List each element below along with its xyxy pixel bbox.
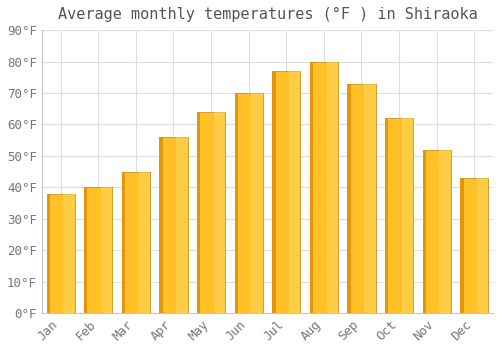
- Bar: [326, 62, 338, 313]
- Bar: [197, 112, 225, 313]
- Bar: [46, 194, 50, 313]
- Bar: [176, 137, 188, 313]
- Title: Average monthly temperatures (°F ) in Shiraoka: Average monthly temperatures (°F ) in Sh…: [58, 7, 478, 22]
- Bar: [477, 178, 488, 313]
- Bar: [348, 84, 376, 313]
- Bar: [234, 93, 262, 313]
- Bar: [160, 137, 162, 313]
- Bar: [440, 149, 451, 313]
- Bar: [364, 84, 376, 313]
- Bar: [310, 62, 313, 313]
- Bar: [422, 149, 426, 313]
- Bar: [252, 93, 262, 313]
- Bar: [214, 112, 225, 313]
- Bar: [101, 187, 112, 313]
- Bar: [385, 118, 388, 313]
- Bar: [402, 118, 413, 313]
- Bar: [122, 172, 125, 313]
- Bar: [138, 172, 150, 313]
- Bar: [160, 137, 188, 313]
- Bar: [234, 93, 238, 313]
- Bar: [348, 84, 350, 313]
- Bar: [122, 172, 150, 313]
- Bar: [385, 118, 413, 313]
- Bar: [84, 187, 112, 313]
- Bar: [289, 71, 300, 313]
- Bar: [272, 71, 276, 313]
- Bar: [84, 187, 87, 313]
- Bar: [64, 194, 74, 313]
- Bar: [46, 194, 74, 313]
- Bar: [460, 178, 488, 313]
- Bar: [460, 178, 464, 313]
- Bar: [272, 71, 300, 313]
- Bar: [310, 62, 338, 313]
- Bar: [197, 112, 200, 313]
- Bar: [422, 149, 451, 313]
